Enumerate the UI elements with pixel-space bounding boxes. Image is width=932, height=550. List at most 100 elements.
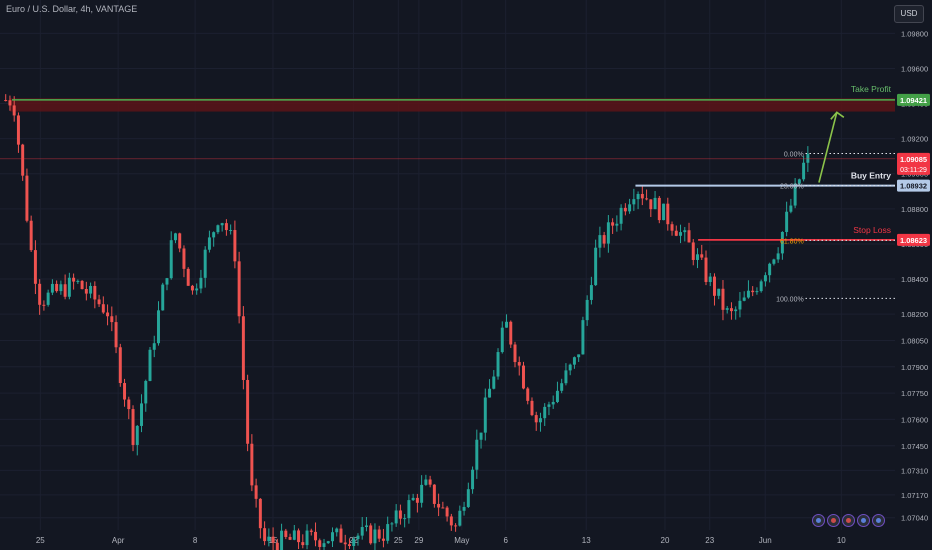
time-tick-label: 25 (36, 536, 45, 545)
candle-body (161, 284, 165, 311)
candle-body (258, 498, 262, 529)
candle-body (335, 528, 339, 533)
candle-body (475, 439, 479, 470)
candle-body (186, 268, 190, 286)
fib-level-label: 61.80% (780, 238, 804, 245)
currency-button[interactable]: USD (894, 5, 924, 23)
candle-body (725, 308, 729, 310)
candle-body (670, 224, 674, 231)
candle-body (360, 527, 364, 536)
candle-body (63, 284, 67, 297)
candle-body (806, 153, 810, 163)
price-tick-label: 1.08800 (901, 205, 928, 214)
symbol-title: Euro / U.S. Dollar, 4h, VANTAGE (6, 4, 138, 14)
price-tick-label: 1.07170 (901, 491, 928, 500)
candle-body (522, 365, 525, 389)
candle-body (381, 538, 385, 541)
candle-body (131, 409, 135, 445)
candle-body (797, 179, 801, 184)
candle-body (84, 288, 88, 294)
candle-body (441, 507, 445, 509)
price-tick-label: 1.07040 (901, 514, 928, 523)
candle-body (347, 544, 351, 546)
price-tick-label: 1.07750 (901, 389, 928, 398)
candle-body (50, 283, 54, 293)
candle-body (394, 510, 398, 524)
candle-body (717, 288, 721, 296)
candle-body (165, 278, 169, 285)
candle-body (555, 390, 559, 402)
candle-body (500, 327, 504, 353)
event-badges (812, 514, 885, 528)
candle-body (742, 297, 746, 301)
candle-body (505, 321, 509, 328)
candle-body (157, 310, 160, 344)
candle-body (356, 535, 360, 540)
candle-body (403, 518, 407, 520)
candle-body (700, 254, 704, 258)
event-icon[interactable] (857, 514, 870, 527)
flag-icon[interactable] (842, 514, 855, 527)
candle-body (560, 383, 564, 391)
candle-body (216, 225, 220, 233)
candle-body (224, 223, 228, 231)
candle-body (29, 220, 33, 251)
price-label-value: 1.09085 (900, 155, 927, 164)
candle-body (89, 285, 93, 294)
time-tick-label: 6 (503, 536, 508, 545)
price-tick-label: 1.07310 (901, 466, 928, 475)
time-tick-label: 29 (414, 536, 423, 545)
candle-body (534, 415, 538, 423)
candle-body (305, 530, 309, 546)
candle-body (275, 542, 279, 550)
candle-body (606, 222, 610, 244)
candle-body (106, 312, 110, 317)
candle-body (802, 162, 806, 180)
candle-body (326, 541, 330, 544)
candle-body (645, 198, 649, 200)
candle-body (101, 304, 105, 313)
resistance-zone (10, 98, 895, 112)
candle-body (331, 532, 334, 542)
price-label-value: 1.08932 (900, 182, 927, 191)
candle-body (619, 207, 623, 224)
candle-body (679, 232, 683, 236)
candle-body (123, 383, 127, 400)
candle-body (721, 288, 725, 310)
candle-body (632, 199, 636, 205)
candle-body (636, 193, 640, 200)
candle-body (738, 300, 742, 310)
candle-body (598, 235, 602, 248)
candle-body (458, 510, 462, 526)
candle-body (110, 316, 114, 323)
candle-body (25, 175, 29, 221)
price-label-box (897, 233, 930, 246)
price-label-value: 1.08623 (900, 236, 927, 245)
candle-body (768, 263, 772, 276)
candle-body (114, 322, 118, 348)
candle-body (420, 484, 424, 503)
candle-body (755, 291, 759, 293)
candle-body (352, 539, 356, 546)
candle-body (364, 525, 368, 528)
candle-body (594, 247, 598, 286)
take-profit-label: Take Profit (851, 84, 892, 94)
time-tick-label: May (454, 536, 469, 545)
event-icon[interactable] (872, 514, 885, 527)
candle-body (178, 233, 182, 249)
candle-body (144, 380, 148, 404)
candle-body (530, 400, 534, 416)
candle-body (424, 479, 428, 485)
candle-body (653, 197, 657, 210)
candle-body (407, 500, 411, 519)
candle-body (471, 469, 475, 490)
flag-icon[interactable] (827, 514, 840, 527)
event-icon[interactable] (812, 514, 825, 527)
candle-body (492, 376, 496, 389)
candle-body (67, 277, 71, 297)
candle-body (462, 506, 466, 511)
candle-body (564, 370, 568, 384)
candle-body (152, 343, 156, 350)
price-tick-label: 1.09800 (901, 29, 928, 38)
